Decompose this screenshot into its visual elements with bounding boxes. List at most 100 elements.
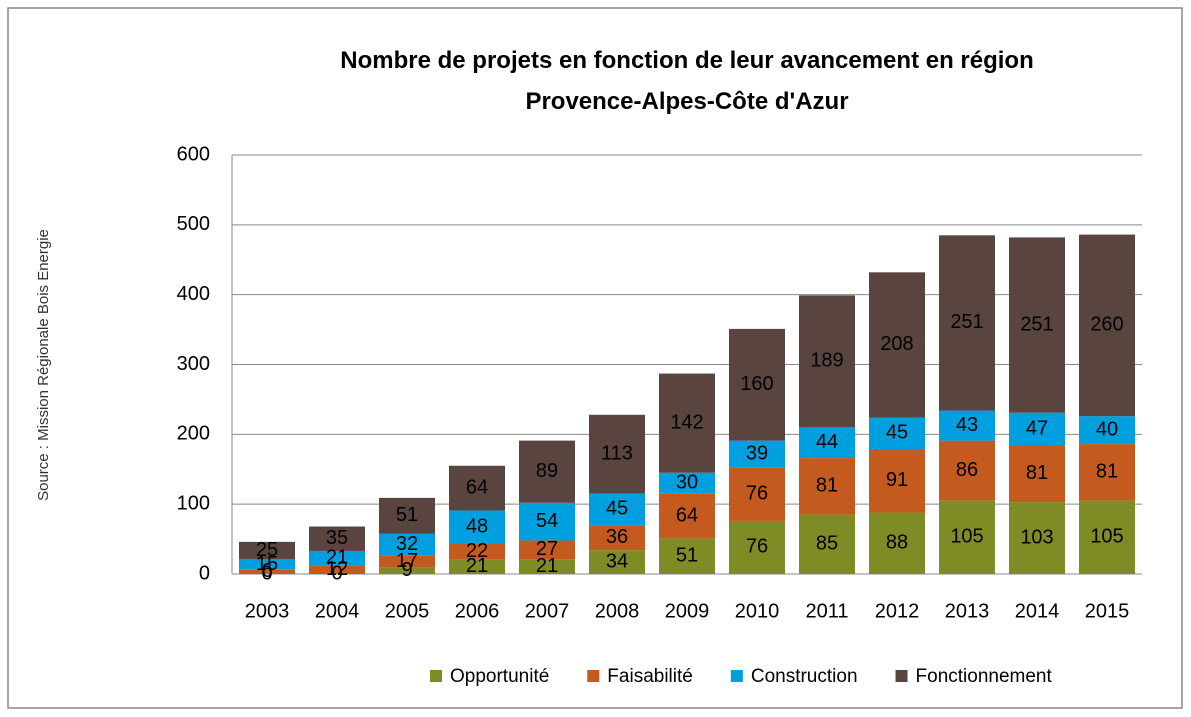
legend-label: Opportunité <box>450 666 549 687</box>
bar-segment <box>799 427 855 459</box>
x-tick-label: 2010 <box>735 600 780 622</box>
x-tick-label: 2008 <box>595 600 640 622</box>
x-tick-label: 2014 <box>1015 600 1060 622</box>
bar-segment <box>589 550 645 574</box>
data-label: 15 <box>256 553 278 575</box>
data-label: 64 <box>466 476 488 498</box>
bar-segment <box>449 510 505 544</box>
bar-segment <box>239 569 295 574</box>
x-tick-label: 2013 <box>945 600 990 622</box>
data-label: 51 <box>676 544 698 566</box>
x-tick-label: 2015 <box>1085 600 1130 622</box>
x-tick-label: 2005 <box>385 600 430 622</box>
data-label: 51 <box>396 504 418 526</box>
bar-segment <box>449 559 505 574</box>
bar-segment <box>729 520 785 574</box>
data-label: 251 <box>950 311 983 333</box>
bar-segment <box>309 526 365 551</box>
data-label: 189 <box>810 350 843 372</box>
data-label: 47 <box>1026 417 1048 439</box>
legend-swatch <box>895 670 908 682</box>
bar-segment <box>1009 237 1065 413</box>
data-label: 89 <box>536 460 558 482</box>
bar-segment <box>659 538 715 574</box>
data-label: 35 <box>326 527 348 549</box>
bar-segment <box>799 295 855 428</box>
data-label: 0 <box>261 562 272 584</box>
bar-segment <box>869 272 925 418</box>
bar-segment <box>1009 412 1065 446</box>
bar-segment <box>379 555 435 568</box>
bar-segment <box>729 328 785 441</box>
data-label: 103 <box>1020 526 1053 548</box>
data-label: 17 <box>396 550 418 572</box>
data-label: 54 <box>536 510 558 532</box>
bar-segment <box>659 373 715 473</box>
data-label: 81 <box>816 475 838 497</box>
y-axis-label: Source : Mission Régionale Bois Energie <box>35 229 52 501</box>
bar-segment <box>379 567 435 574</box>
data-label: 22 <box>466 540 488 562</box>
data-label: 45 <box>886 422 908 444</box>
x-tick-label: 2003 <box>245 600 290 622</box>
bar-segment <box>1079 444 1135 501</box>
y-tick-label: 500 <box>177 213 210 235</box>
data-label: 113 <box>601 443 633 465</box>
data-label: 21 <box>466 555 488 577</box>
data-label: 81 <box>1096 461 1118 483</box>
data-label: 105 <box>950 526 983 548</box>
bar-segment <box>799 458 855 515</box>
legend-label: Faisabilité <box>607 666 693 687</box>
bar-segment <box>1079 500 1135 574</box>
data-label: 142 <box>670 411 703 433</box>
bar-segment <box>869 448 925 513</box>
legend-swatch <box>430 670 442 682</box>
bar-segment <box>589 493 645 526</box>
data-label: 21 <box>326 547 348 569</box>
data-label: 39 <box>746 443 768 465</box>
y-tick-label: 0 <box>199 562 210 584</box>
bar-segment <box>799 514 855 574</box>
x-tick-label: 2009 <box>665 600 710 622</box>
data-label: 105 <box>1090 526 1123 548</box>
bar-segment <box>1009 445 1065 503</box>
x-tick-label: 2011 <box>805 600 848 622</box>
data-label: 85 <box>816 533 838 555</box>
data-label: 12 <box>326 558 348 580</box>
legend-swatch <box>587 670 600 682</box>
data-label: 43 <box>956 414 978 436</box>
bar-segment <box>309 550 365 566</box>
bar-segment <box>519 540 575 560</box>
bar-segment <box>589 525 645 551</box>
legend-swatch <box>730 670 743 682</box>
legend-label: Construction <box>751 666 858 687</box>
x-tick-label: 2012 <box>875 600 920 622</box>
data-label: 64 <box>676 504 698 526</box>
bar-segment <box>519 559 575 574</box>
y-tick-label: 200 <box>177 423 210 445</box>
legend-label: Fonctionnement <box>916 666 1053 687</box>
bar-segment <box>939 410 995 441</box>
data-label: 9 <box>401 559 412 581</box>
data-label: 48 <box>466 515 488 537</box>
bar-segment <box>939 440 995 501</box>
chart-title: Nombre de projets en fonction de leur av… <box>340 47 1033 115</box>
bar-segment <box>729 440 785 468</box>
bar-segment <box>939 235 995 411</box>
y-tick-label: 400 <box>177 283 210 305</box>
bar-segment <box>589 414 645 494</box>
data-label: 32 <box>396 533 418 555</box>
data-label: 251 <box>1020 313 1053 335</box>
bar-segment <box>1079 416 1135 445</box>
data-label: 27 <box>536 538 558 560</box>
bar-segment <box>379 497 435 534</box>
data-label: 260 <box>1090 314 1123 336</box>
y-tick-label: 100 <box>177 492 210 514</box>
x-tick-label: 2007 <box>525 600 570 622</box>
bar-segment <box>239 559 295 570</box>
bar-segment <box>449 543 505 560</box>
bar-segment <box>939 500 995 574</box>
bar-segment <box>1009 502 1065 574</box>
data-label: 208 <box>880 333 913 355</box>
